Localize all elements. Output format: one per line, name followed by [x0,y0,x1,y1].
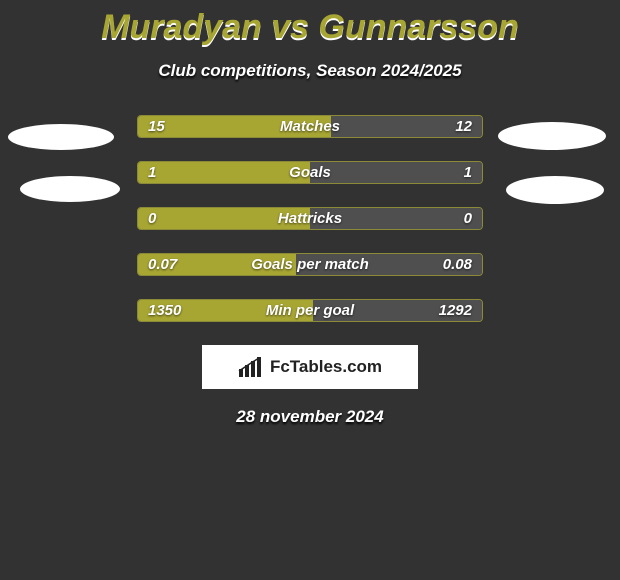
logo-chart-icon [238,357,264,377]
stat-label: Hattricks [138,208,482,229]
decorative-ellipse [20,176,120,202]
stat-value-right: 0.08 [443,254,472,275]
stat-value-right: 0 [464,208,472,229]
page-title: Muradyan vs Gunnarsson [0,0,620,47]
stat-row: 15Matches12 [137,115,483,138]
stat-value-right: 12 [455,116,472,137]
date: 28 november 2024 [0,407,620,427]
logo-text: FcTables.com [270,357,382,377]
decorative-ellipse [498,122,606,150]
stat-label: Goals per match [138,254,482,275]
decorative-ellipse [8,124,114,150]
stat-label: Min per goal [138,300,482,321]
stat-value-right: 1292 [439,300,472,321]
stat-row: 1350Min per goal1292 [137,299,483,322]
stat-row: 1Goals1 [137,161,483,184]
decorative-ellipse [506,176,604,204]
stat-row: 0.07Goals per match0.08 [137,253,483,276]
stat-label: Matches [138,116,482,137]
stat-row: 0Hattricks0 [137,207,483,230]
stats-container: 15Matches12 1Goals1 0Hattricks0 0.07Goals p… [137,115,483,322]
stat-value-right: 1 [464,162,472,183]
logo-box[interactable]: FcTables.com [202,345,418,389]
stat-label: Goals [138,162,482,183]
subtitle: Club competitions, Season 2024/2025 [0,61,620,81]
